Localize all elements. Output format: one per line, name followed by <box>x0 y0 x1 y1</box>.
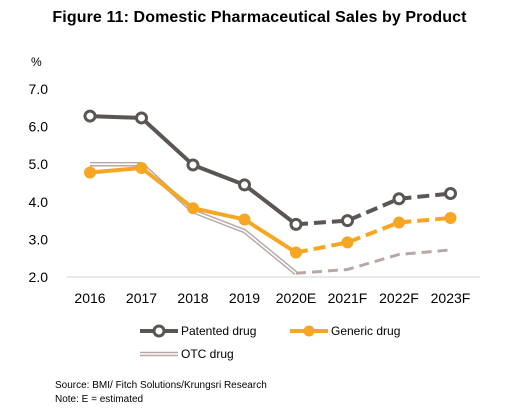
generic-drug-point <box>187 202 199 215</box>
patented-drug-point <box>289 217 303 231</box>
series-group <box>83 109 457 275</box>
x-tick-label: 2023F <box>431 290 471 306</box>
generic-drug-point <box>290 246 302 259</box>
patented-drug-point <box>83 109 97 123</box>
y-tick-label: 4.0 <box>29 194 49 210</box>
otc-drug-line-dashed <box>295 248 451 275</box>
y-tick-label: 6.0 <box>29 119 49 135</box>
patented-drug-line-dashed <box>295 191 451 227</box>
generic-drug-point <box>238 213 251 226</box>
y-axis-unit: % <box>31 55 42 69</box>
x-tick-label: 2018 <box>177 290 208 306</box>
y-tick-label: 2.0 <box>29 269 49 285</box>
y-tick-label: 3.0 <box>29 231 49 247</box>
x-tick-label: 2022F <box>379 290 419 306</box>
patented-drug-legend-label: Patented drug <box>181 324 256 338</box>
x-tick-label: 2021F <box>328 290 368 306</box>
x-axis-ticks: 2016 2017 2018 2019 2020E 2021F 2022F 2023F <box>74 290 470 306</box>
y-tick-label: 5.0 <box>29 156 49 172</box>
generic-drug-line-dashed <box>295 215 451 255</box>
patented-drug-point <box>135 111 148 125</box>
generic-drug-legend-label: Generic drug <box>331 324 400 338</box>
generic-drug-point <box>135 161 148 174</box>
otc-drug-legend-label: OTC drug <box>181 347 234 361</box>
y-tick-label: 7.0 <box>29 81 49 97</box>
y-axis-ticks: 2.0 3.0 4.0 5.0 6.0 7.0 <box>29 81 49 285</box>
chart-title: Figure 11: Domestic Pharmaceutical Sales… <box>52 9 467 26</box>
x-tick-label: 2017 <box>126 290 157 306</box>
source-note: Source: BMI/ Fitch Solutions/Krungsri Re… <box>55 380 267 391</box>
generic-drug-point <box>444 211 457 224</box>
otc-drug-line-solid-inner <box>90 163 297 274</box>
patented-drug-legend-marker <box>152 324 166 338</box>
x-tick-label: 2020E <box>276 290 316 306</box>
legend: Patented drug Generic drug OTC drug <box>140 324 400 361</box>
generic-drug-point <box>341 236 354 249</box>
generic-drug-legend-marker <box>303 325 315 337</box>
patented-drug-point <box>392 192 406 206</box>
estimate-note: Note: E = estimated <box>55 394 144 405</box>
patented-drug-point <box>238 178 251 192</box>
x-tick-label: 2016 <box>74 290 105 306</box>
x-tick-label: 2019 <box>229 290 260 306</box>
patented-drug-point <box>186 158 200 172</box>
otc-drug-line-solid-outer <box>90 161 298 275</box>
generic-drug-point <box>84 166 96 179</box>
generic-drug-point <box>393 216 405 229</box>
patented-drug-point <box>341 214 354 228</box>
patented-drug-point <box>444 187 457 201</box>
